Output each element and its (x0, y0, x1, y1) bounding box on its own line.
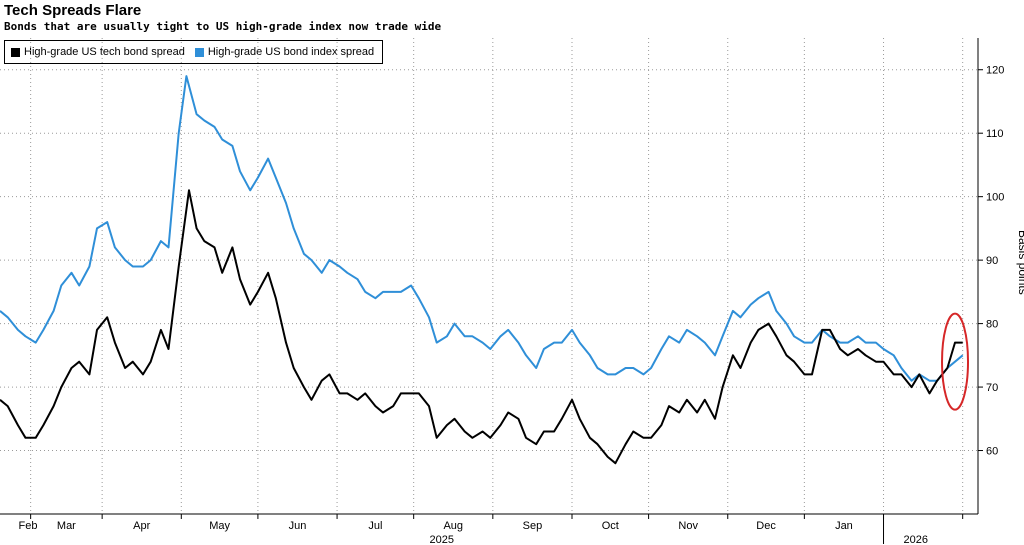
y-tick-label: 120 (986, 65, 1004, 77)
x-tick-label: Jul (368, 520, 382, 532)
y-tick-label: 90 (986, 255, 998, 267)
series-line-tech (0, 189, 963, 465)
legend-swatch-index (194, 47, 204, 57)
y-tick-label: 110 (986, 128, 1004, 140)
y-tick-label: 80 (986, 319, 998, 331)
x-tick-label: Oct (602, 520, 619, 532)
year-label: 2026 (904, 534, 928, 545)
y-tick-label: 60 (986, 446, 998, 458)
x-tick-label: Jun (289, 520, 307, 532)
x-tick-label: May (209, 520, 230, 532)
series-line-index (0, 75, 964, 382)
x-tick-label: Apr (133, 520, 150, 532)
x-tick-label: Sep (523, 520, 543, 532)
legend-swatch-tech (11, 47, 20, 57)
legend-label-tech: High-grade US tech bond spread (24, 46, 185, 58)
legend-item-tech: High-grade US tech bond spread (11, 46, 185, 58)
legend-item-index: High-grade US bond index spread (194, 46, 375, 58)
chart-title: Tech Spreads Flare (4, 2, 142, 19)
legend: High-grade US tech bond spread High-grad… (4, 40, 384, 64)
year-label: 2025 (430, 534, 454, 545)
chart-subtitle: Bonds that are usually tight to US high-… (4, 20, 442, 33)
y-tick-label: 100 (986, 192, 1004, 204)
x-tick-label: Aug (443, 520, 463, 532)
legend-label-index: High-grade US bond index spread (207, 46, 375, 58)
x-tick-label: Nov (678, 520, 698, 532)
x-tick-label: Jan (835, 520, 853, 532)
y-axis-label: Basis points (1016, 230, 1024, 295)
x-tick-label: Dec (756, 520, 776, 532)
x-tick-label: Feb (19, 520, 38, 532)
annotation-ellipse (941, 312, 970, 411)
y-tick-label: 70 (986, 382, 998, 394)
x-tick-label: Mar (57, 520, 76, 532)
